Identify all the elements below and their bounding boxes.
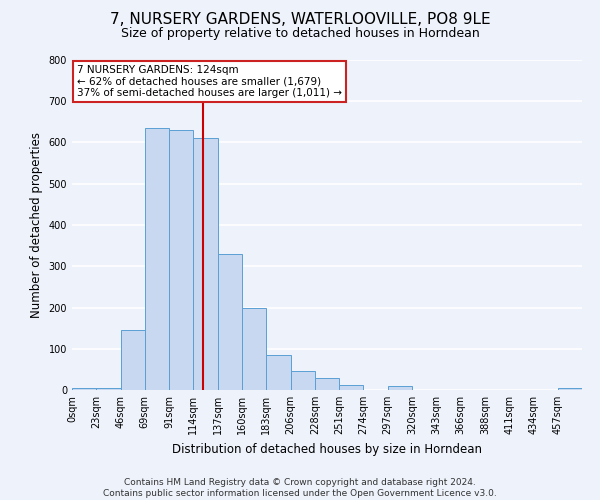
Bar: [72, 388, 96, 390]
Bar: [290, 372, 315, 390]
Text: Size of property relative to detached houses in Horndean: Size of property relative to detached ho…: [121, 28, 479, 40]
Bar: [169, 130, 193, 390]
Text: 7, NURSERY GARDENS, WATERLOOVILLE, PO8 9LE: 7, NURSERY GARDENS, WATERLOOVILLE, PO8 9…: [110, 12, 490, 28]
Bar: [388, 386, 412, 390]
Bar: [145, 128, 169, 390]
Bar: [558, 388, 582, 390]
Y-axis label: Number of detached properties: Number of detached properties: [30, 132, 43, 318]
Bar: [96, 388, 121, 390]
X-axis label: Distribution of detached houses by size in Horndean: Distribution of detached houses by size …: [172, 442, 482, 456]
Bar: [193, 138, 218, 390]
Bar: [266, 355, 290, 390]
Bar: [242, 308, 266, 390]
Text: Contains HM Land Registry data © Crown copyright and database right 2024.
Contai: Contains HM Land Registry data © Crown c…: [103, 478, 497, 498]
Bar: [218, 254, 242, 390]
Bar: [339, 385, 364, 390]
Text: 7 NURSERY GARDENS: 124sqm
← 62% of detached houses are smaller (1,679)
37% of se: 7 NURSERY GARDENS: 124sqm ← 62% of detac…: [77, 65, 342, 98]
Bar: [121, 330, 145, 390]
Bar: [315, 378, 339, 390]
